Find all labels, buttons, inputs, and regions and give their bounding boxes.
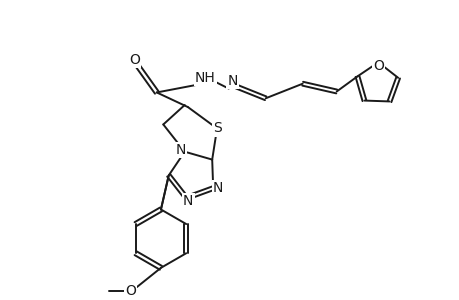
Text: S: S <box>212 122 221 136</box>
Text: O: O <box>129 53 140 68</box>
Text: O: O <box>372 59 383 73</box>
Text: N: N <box>227 74 237 88</box>
Text: N: N <box>213 181 223 195</box>
Text: N: N <box>175 143 185 157</box>
Text: N: N <box>183 194 193 208</box>
Text: NH: NH <box>195 71 215 85</box>
Text: O: O <box>125 284 136 298</box>
